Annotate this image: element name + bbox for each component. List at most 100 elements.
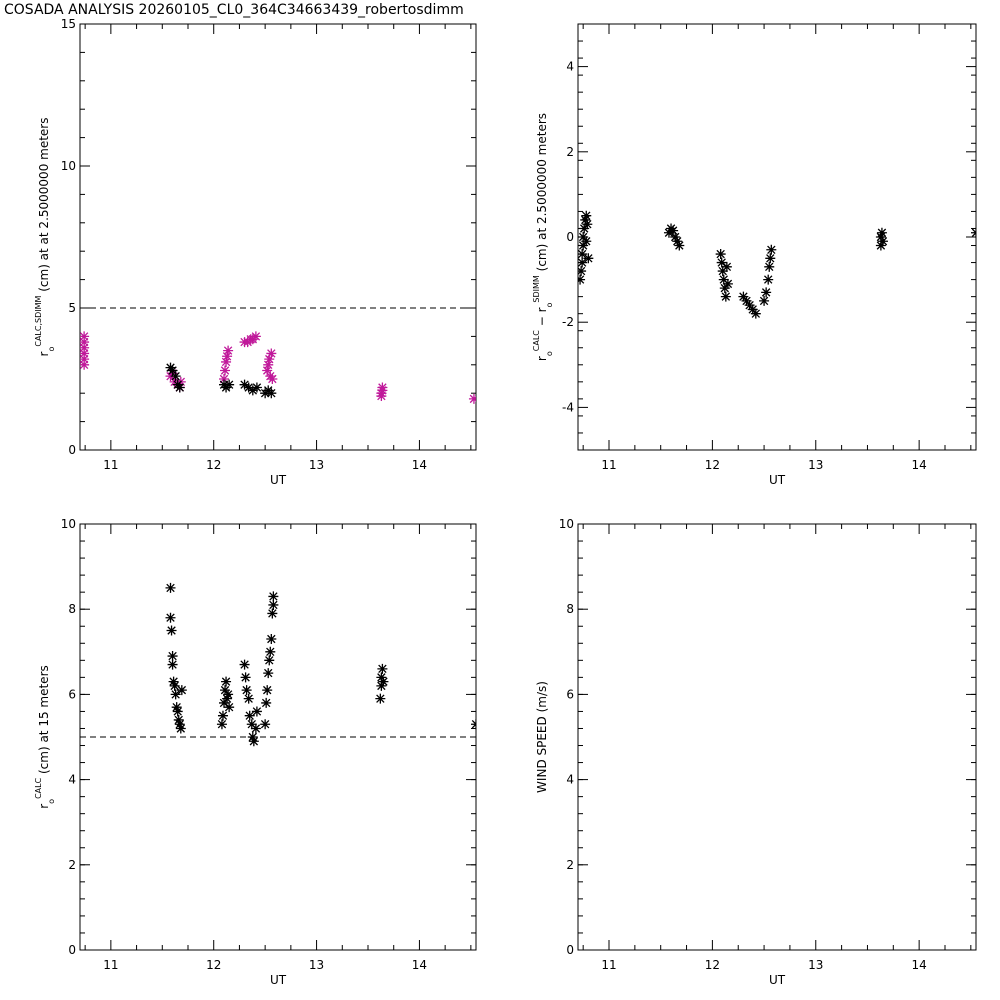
data-point-black	[246, 719, 257, 730]
data-point-black	[578, 249, 588, 260]
x-tick-label: 12	[206, 958, 221, 972]
data-point-black	[268, 591, 279, 602]
data-point-black	[220, 685, 231, 696]
data-point-black	[971, 227, 976, 238]
x-axis-label: UT	[270, 973, 287, 987]
y-tick-label: 10	[559, 517, 574, 531]
data-point-black	[375, 693, 386, 704]
x-tick-label: 13	[808, 458, 823, 472]
x-tick-label: 12	[705, 958, 720, 972]
y-label-subscript: o	[545, 351, 554, 356]
data-point-black	[672, 236, 683, 247]
data-point-black	[175, 723, 186, 734]
y-tick-label: 15	[61, 17, 76, 31]
data-point-black	[763, 274, 774, 285]
y-tick-label: 2	[566, 858, 574, 872]
data-point-black	[168, 676, 179, 687]
data-point-black	[167, 651, 178, 662]
data-point-black	[176, 685, 187, 696]
y-tick-label: 2	[566, 145, 574, 159]
data-point-black	[377, 663, 388, 674]
data-point-black	[244, 710, 255, 721]
y-tick-label: 4	[68, 773, 76, 787]
data-point-black	[717, 266, 728, 277]
data-point-magenta	[250, 331, 261, 342]
data-point-black	[224, 379, 235, 390]
x-tick-label: 11	[103, 458, 118, 472]
x-axis-label: UT	[769, 473, 786, 487]
data-point-magenta	[262, 365, 273, 376]
data-point-black	[738, 291, 749, 302]
data-point-magenta	[266, 348, 277, 359]
y-label-symbol: r	[37, 804, 51, 809]
data-point-black	[224, 702, 235, 713]
data-point-black	[262, 685, 273, 696]
y-axis-label: ro CALC (cm) at 15 meters	[34, 665, 56, 809]
data-point-black	[263, 668, 274, 679]
y-label-superscript: CALC	[34, 777, 43, 799]
data-point-magenta	[80, 331, 90, 342]
data-point-black	[174, 382, 185, 393]
x-tick-label: 14	[412, 958, 427, 972]
data-point-magenta	[80, 348, 90, 359]
data-point-black	[875, 232, 886, 242]
y-tick-label: 8	[566, 602, 574, 616]
x-tick-label: 13	[309, 958, 324, 972]
y-tick-label: 4	[566, 773, 574, 787]
data-point-black	[765, 253, 776, 264]
data-point-black	[243, 693, 254, 704]
marker-layer	[165, 582, 476, 747]
x-tick-label: 14	[912, 458, 927, 472]
y-tick-label: -4	[562, 400, 574, 414]
data-point-magenta	[80, 342, 90, 353]
data-point-black	[223, 689, 234, 700]
y-label-text: (cm) at 2.5000000 meters	[535, 113, 549, 275]
data-point-black	[219, 697, 229, 708]
data-point-magenta	[221, 356, 232, 367]
data-point-black	[378, 676, 389, 687]
data-point-black	[248, 736, 259, 747]
x-tick-label: 13	[808, 958, 823, 972]
data-point-black	[166, 625, 177, 636]
y-label-superscript: CALC,SDIMM	[34, 295, 43, 346]
data-point-magenta	[377, 382, 388, 393]
data-point-black	[718, 274, 729, 285]
data-point-black	[578, 232, 589, 242]
y-label-symbol: r	[535, 356, 549, 361]
data-point-black	[266, 388, 277, 399]
y-tick-label: 8	[68, 602, 76, 616]
y-axis-label: roCALC − roSDIMM (cm) at 2.5000000 meter…	[532, 113, 554, 361]
y-label-superscript: SDIMM	[532, 275, 541, 303]
data-point-magenta	[80, 354, 90, 365]
data-point-black	[165, 612, 176, 623]
data-point-black	[741, 295, 752, 306]
data-point-black	[247, 732, 258, 742]
data-point-black	[221, 676, 232, 687]
data-point-black	[172, 706, 183, 717]
y-tick-label: 0	[566, 230, 574, 244]
data-point-magenta	[468, 393, 476, 404]
data-point-black	[216, 719, 227, 730]
data-point-black	[376, 680, 387, 691]
data-point-black	[471, 719, 476, 730]
y-label-text: (cm) at at 2.5000000 meters	[37, 118, 51, 296]
data-point-black	[165, 582, 176, 593]
data-point-black	[750, 308, 761, 319]
data-point-black	[668, 225, 679, 236]
panel-r0-15m: 11 12 13 14 0 2 4 6 8 10 UT ro CALC (cm) at 15 meter…	[34, 517, 477, 987]
data-point-black	[761, 287, 772, 298]
data-point-black	[583, 253, 594, 264]
data-point-black	[261, 697, 272, 708]
data-point-black	[766, 244, 777, 255]
data-point-black	[716, 257, 727, 268]
data-point-black	[722, 278, 733, 289]
plot-frame	[79, 523, 477, 951]
data-point-black	[719, 283, 730, 294]
data-point-black	[250, 723, 261, 734]
data-point-black	[715, 249, 726, 260]
data-point-black	[266, 634, 277, 645]
y-tick-label: 0	[68, 943, 76, 957]
y-label-text: (cm) at 15 meters	[37, 665, 51, 778]
data-point-black	[268, 599, 279, 610]
